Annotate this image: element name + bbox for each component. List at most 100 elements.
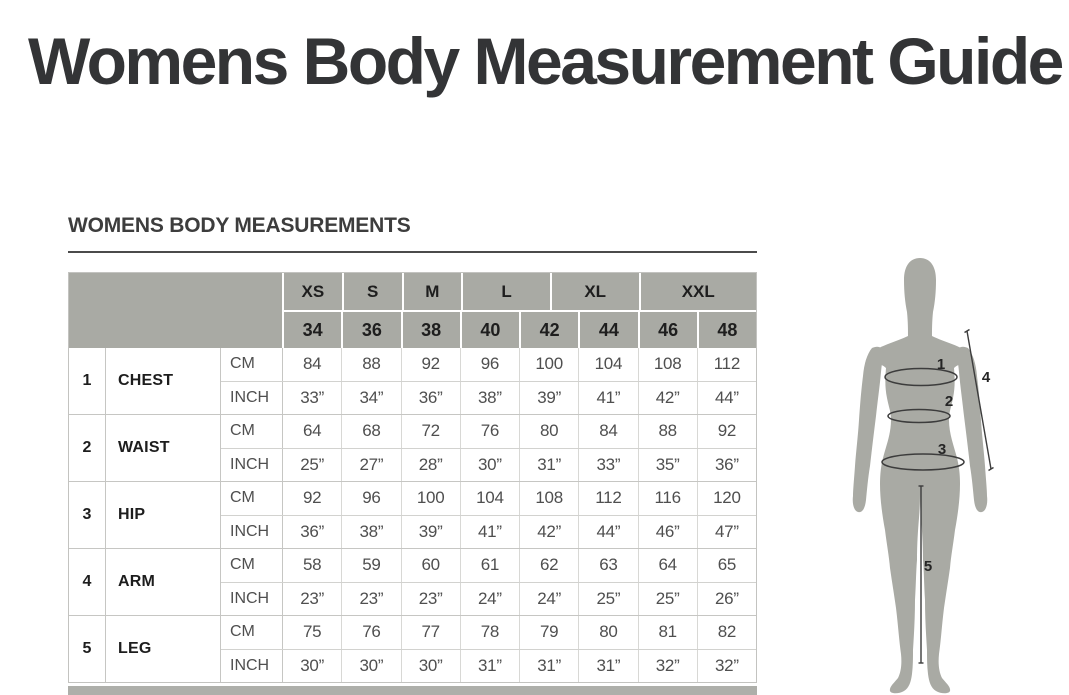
measurement-value: 23” (342, 582, 402, 615)
measurement-value: 34” (342, 381, 402, 414)
measurement-value: 42” (639, 381, 698, 414)
measurement-row-arm: 4 ARM CM 58 59 60 61 62 63 64 65 INCH 23” 23” 23” 24” 24… (69, 548, 756, 615)
header-corner-cell (69, 273, 284, 348)
size-number-cell: 34 (284, 312, 344, 348)
measurement-value: 59 (342, 549, 402, 582)
measurement-value: 116 (639, 482, 698, 515)
measurement-value: 30” (283, 649, 343, 682)
unit-rows: CM 84 88 92 96 100 104 108 112 INCH 33” 34” 36” 38” 39… (221, 348, 756, 414)
unit-rows: CM 58 59 60 61 62 63 64 65 INCH 23” 23” 23” 24” 24” 25”… (221, 549, 756, 615)
measurement-value: 81 (639, 616, 698, 649)
measurement-value: 38” (342, 515, 402, 548)
figure-label-leg: 5 (924, 558, 932, 575)
size-number-cell: 46 (639, 312, 699, 348)
measurement-value: 65 (717, 555, 737, 575)
size-number-cell: 36 (343, 312, 403, 348)
measurement-value: 25” (639, 582, 698, 615)
measurement-value: 88 (639, 415, 698, 448)
measurement-value: 88 (342, 348, 402, 381)
size-group-cell-xxl: XXL (640, 273, 756, 310)
unit-label: INCH (221, 649, 283, 682)
left-arm-silhouette (852, 346, 884, 513)
row-number: 4 (69, 549, 106, 615)
row-number: 3 (69, 482, 106, 548)
unit-row-cm: CM 75 76 77 78 79 80 81 82 (221, 616, 756, 650)
measurement-value: 41” (579, 381, 639, 414)
measurement-value: 44” (715, 387, 739, 407)
measurement-value: 62 (520, 549, 580, 582)
unit-row-cm: CM 58 59 60 61 62 63 64 65 (221, 549, 756, 583)
measurement-value: 80 (579, 616, 639, 649)
measurement-value: 27” (342, 448, 402, 481)
unit-label: CM (221, 549, 283, 582)
page-title: Womens Body Measurement Guide (28, 24, 1064, 98)
measurement-value: 31” (461, 649, 520, 682)
measurement-value: 26” (715, 588, 739, 608)
measurement-value: 92 (283, 482, 343, 515)
measurement-value: 44” (579, 515, 639, 548)
row-label: ARM (106, 549, 221, 615)
unit-label: INCH (221, 381, 283, 414)
measurement-value: 41” (461, 515, 520, 548)
measurement-value: 58 (283, 549, 343, 582)
measurement-value: 32” (639, 649, 698, 682)
measurement-value: 96 (342, 482, 402, 515)
measurement-value: 31” (520, 649, 580, 682)
measurement-value: 61 (461, 549, 520, 582)
measurement-value: 84 (579, 415, 639, 448)
measurement-value: 64 (283, 415, 343, 448)
unit-row-cm: CM 92 96 100 104 108 112 116 120 (221, 482, 756, 516)
size-number-cell: 42 (521, 312, 581, 348)
unit-label: INCH (221, 515, 283, 548)
unit-label: INCH (221, 448, 283, 481)
size-number-cell: 44 (580, 312, 640, 348)
leg-measure-line (918, 485, 924, 664)
measurement-value: 36” (715, 454, 739, 474)
waist-measure-ellipse (887, 408, 951, 424)
body-silhouette (865, 258, 975, 694)
measurement-value: 79 (520, 616, 580, 649)
unit-label: CM (221, 348, 283, 381)
row-label: LEG (106, 616, 221, 682)
hip-measure-ellipse (881, 453, 965, 471)
row-label: WAIST (106, 415, 221, 481)
measurement-value: 120 (713, 488, 741, 508)
table-bottom-bar (68, 686, 757, 695)
size-number-row: 34 36 38 40 42 44 46 48 (284, 312, 756, 348)
measurement-value: 78 (461, 616, 520, 649)
measurement-value: 76 (342, 616, 402, 649)
right-arm-silhouette (956, 346, 988, 513)
measurement-row-hip: 3 HIP CM 92 96 100 104 108 112 116 120 INCH 36” 38” 39… (69, 481, 756, 548)
measurement-row-chest: 1 CHEST CM 84 88 92 96 100 104 108 112 INCH 33” 34” 36… (69, 348, 756, 414)
measurement-row-leg: 5 LEG CM 75 76 77 78 79 80 81 82 INCH 30” 30” 30” 31” 31… (69, 615, 756, 682)
measurement-value: 92 (402, 348, 461, 381)
measurement-value: 76 (461, 415, 520, 448)
body-silhouette-figure: 1 2 3 4 5 (852, 258, 994, 694)
measurement-value: 23” (402, 582, 461, 615)
unit-label: INCH (221, 582, 283, 615)
measurement-value: 84 (283, 348, 343, 381)
measurement-value: 35” (639, 448, 698, 481)
chest-measure-ellipse (884, 367, 958, 387)
arm-measure-line (964, 328, 994, 472)
measurement-value: 25” (579, 582, 639, 615)
size-number-cell: 40 (461, 312, 521, 348)
measurements-table: XS S M L XL XXL 34 36 38 40 42 44 46 48 1 CHEST CM 84 88… (68, 272, 757, 683)
size-number-cell: 48 (698, 312, 756, 348)
measurement-value: 60 (402, 549, 461, 582)
measurement-value: 39” (520, 381, 580, 414)
size-group-cell-l: L (463, 273, 552, 310)
measurement-value: 75 (283, 616, 343, 649)
unit-row-inch: INCH 36” 38” 39” 41” 42” 44” 46” 47” (221, 515, 756, 548)
measurement-value: 24” (520, 582, 580, 615)
figure-label-hip: 3 (938, 441, 946, 458)
measurement-value: 46” (639, 515, 698, 548)
table-heading: WOMENS BODY MEASUREMENTS (68, 214, 411, 237)
unit-row-inch: INCH 30” 30” 30” 31” 31” 31” 32” 32” (221, 649, 756, 682)
measurement-value: 77 (402, 616, 461, 649)
row-number: 5 (69, 616, 106, 682)
measurement-rows: 1 CHEST CM 84 88 92 96 100 104 108 112 INCH 33” 34” 36… (69, 348, 756, 682)
size-group-cell-xl: XL (551, 273, 641, 310)
measurement-value: 25” (283, 448, 343, 481)
